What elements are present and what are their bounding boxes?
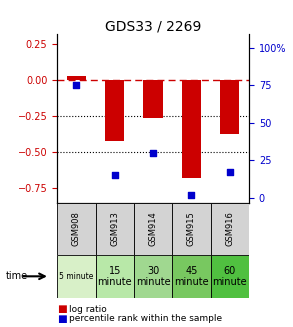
Text: GSM913: GSM913 — [110, 212, 119, 246]
Text: GSM908: GSM908 — [72, 212, 81, 246]
Bar — [57, 203, 96, 255]
Text: 15
minute: 15 minute — [97, 266, 132, 287]
Point — [113, 172, 117, 178]
Text: log ratio: log ratio — [69, 304, 107, 314]
Text: 30
minute: 30 minute — [136, 266, 171, 287]
Text: percentile rank within the sample: percentile rank within the sample — [69, 314, 222, 323]
Text: ■: ■ — [57, 314, 67, 324]
Bar — [220, 80, 239, 134]
Bar — [96, 203, 134, 255]
Text: ■: ■ — [57, 304, 67, 314]
Text: 60
minute: 60 minute — [212, 266, 247, 287]
Point — [74, 83, 79, 88]
Bar — [134, 255, 172, 298]
Bar — [144, 80, 163, 118]
Point — [151, 150, 156, 155]
Bar — [57, 255, 96, 298]
Point — [189, 192, 194, 197]
Bar — [172, 203, 211, 255]
Bar — [134, 203, 172, 255]
Point — [228, 169, 232, 175]
Bar — [96, 255, 134, 298]
Bar — [211, 203, 249, 255]
Bar — [67, 76, 86, 80]
Text: GSM915: GSM915 — [187, 212, 196, 246]
Bar — [172, 255, 211, 298]
Text: 45
minute: 45 minute — [174, 266, 209, 287]
Text: GSM914: GSM914 — [149, 212, 158, 246]
Text: time: time — [6, 271, 28, 281]
Bar — [182, 80, 201, 178]
Bar — [211, 255, 249, 298]
Title: GDS33 / 2269: GDS33 / 2269 — [105, 19, 201, 33]
Bar — [105, 80, 124, 141]
Text: 5 minute: 5 minute — [59, 272, 93, 281]
Text: GSM916: GSM916 — [225, 212, 234, 246]
